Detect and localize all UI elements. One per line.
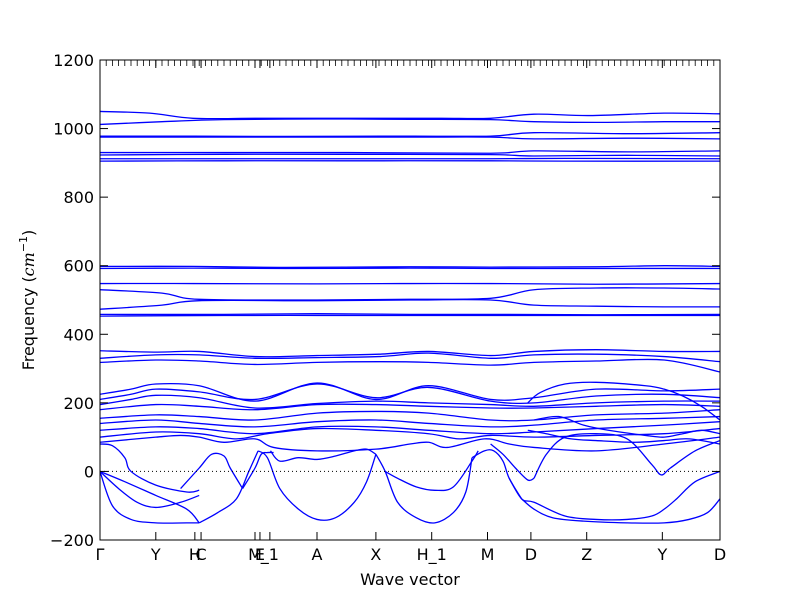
x-tick-label-14: Y bbox=[656, 545, 667, 564]
y-tick-labels: −200 0 200 400 600 800 1000 1200 bbox=[50, 51, 94, 550]
band-line-14 bbox=[100, 313, 720, 316]
x-axis-label: Wave vector bbox=[360, 570, 460, 589]
band-line-18 bbox=[100, 358, 720, 373]
band-line-43 bbox=[533, 432, 720, 479]
series-layer bbox=[100, 110, 720, 524]
y-axis-label-close: ) bbox=[19, 230, 38, 236]
band-line-23 bbox=[100, 409, 720, 422]
band-line-42 bbox=[508, 470, 720, 521]
band-line-33 bbox=[198, 450, 259, 524]
y-axis-label: Frequency (cm−1) bbox=[17, 230, 38, 371]
band-line-22 bbox=[100, 403, 720, 411]
x-tick-label-8: A bbox=[312, 545, 323, 564]
band-line-4 bbox=[100, 136, 720, 140]
plot-frame bbox=[99, 59, 721, 541]
x-tick-label-3: H bbox=[189, 545, 201, 564]
x-tick-label-1: Γ bbox=[96, 545, 105, 564]
x-tick-label-10: H_1 bbox=[417, 545, 447, 565]
band-line-19 bbox=[100, 382, 720, 402]
band-line-34 bbox=[242, 451, 274, 489]
band-line-44 bbox=[527, 381, 720, 421]
band-line-1 bbox=[100, 110, 720, 120]
y-tick-label-7: 1000 bbox=[53, 120, 94, 139]
y-tick-label-5: 600 bbox=[63, 257, 94, 276]
band-line-36 bbox=[269, 448, 377, 462]
band-line-27 bbox=[100, 434, 720, 452]
x-tick-label-4: C bbox=[195, 545, 206, 564]
y-tick-label-1: −200 bbox=[50, 531, 94, 550]
x-tick-label-15: D bbox=[714, 545, 726, 564]
band-line-15 bbox=[100, 314, 720, 317]
band-line-13 bbox=[100, 298, 720, 310]
y-axis-label-exponent: −1 bbox=[17, 236, 30, 252]
y-axis-label-unit: cm bbox=[19, 252, 38, 276]
band-line-38 bbox=[384, 450, 479, 492]
band-line-31 bbox=[100, 470, 200, 524]
x-tick-labels: Γ Y HC ME_1 A X H_1 M D Z Y D bbox=[96, 545, 727, 565]
band-line-9 bbox=[100, 265, 720, 269]
band-line-35 bbox=[257, 450, 377, 521]
band-line-24 bbox=[100, 415, 720, 428]
y-tick-label-3: 200 bbox=[63, 394, 94, 413]
band-line-20 bbox=[100, 383, 720, 405]
band-line-46 bbox=[527, 429, 720, 445]
y-tick-label-8: 1200 bbox=[53, 51, 94, 70]
band-line-26 bbox=[100, 427, 720, 440]
band-line-6 bbox=[100, 153, 720, 157]
band-line-28 bbox=[100, 443, 200, 493]
x-tick-label-6: E bbox=[255, 545, 265, 564]
band-line-3 bbox=[100, 131, 720, 138]
band-line-32 bbox=[180, 452, 244, 490]
band-line-41 bbox=[521, 498, 720, 524]
band-line-16 bbox=[100, 349, 720, 358]
x-tick-label-9: X bbox=[370, 545, 381, 564]
y-tick-label-4: 400 bbox=[63, 325, 94, 344]
x-tick-label-2: Y bbox=[150, 545, 161, 564]
band-line-29 bbox=[100, 470, 200, 509]
x-tick-label-13: Z bbox=[581, 545, 592, 564]
band-line-37 bbox=[375, 453, 473, 524]
band-line-40 bbox=[490, 443, 535, 482]
band-line-2 bbox=[100, 118, 720, 126]
y-axis-label-main: Frequency ( bbox=[19, 276, 38, 370]
band-line-5 bbox=[100, 150, 720, 154]
y-tick-label-6: 800 bbox=[63, 188, 94, 207]
x-tick-label-11: M bbox=[481, 545, 495, 564]
band-line-30 bbox=[100, 471, 200, 524]
x-tick-label-5: M bbox=[248, 545, 262, 564]
x-tick-label-7: _1 bbox=[260, 545, 279, 565]
y-tick-label-2: 0 bbox=[84, 462, 94, 481]
band-line-17 bbox=[100, 352, 720, 363]
x-tick-label-12: D bbox=[525, 545, 537, 564]
band-line-11 bbox=[100, 282, 720, 285]
tick-layer bbox=[99, 59, 721, 541]
band-line-25 bbox=[100, 421, 720, 435]
band-line-45 bbox=[533, 415, 720, 438]
band-line-21 bbox=[100, 394, 720, 409]
